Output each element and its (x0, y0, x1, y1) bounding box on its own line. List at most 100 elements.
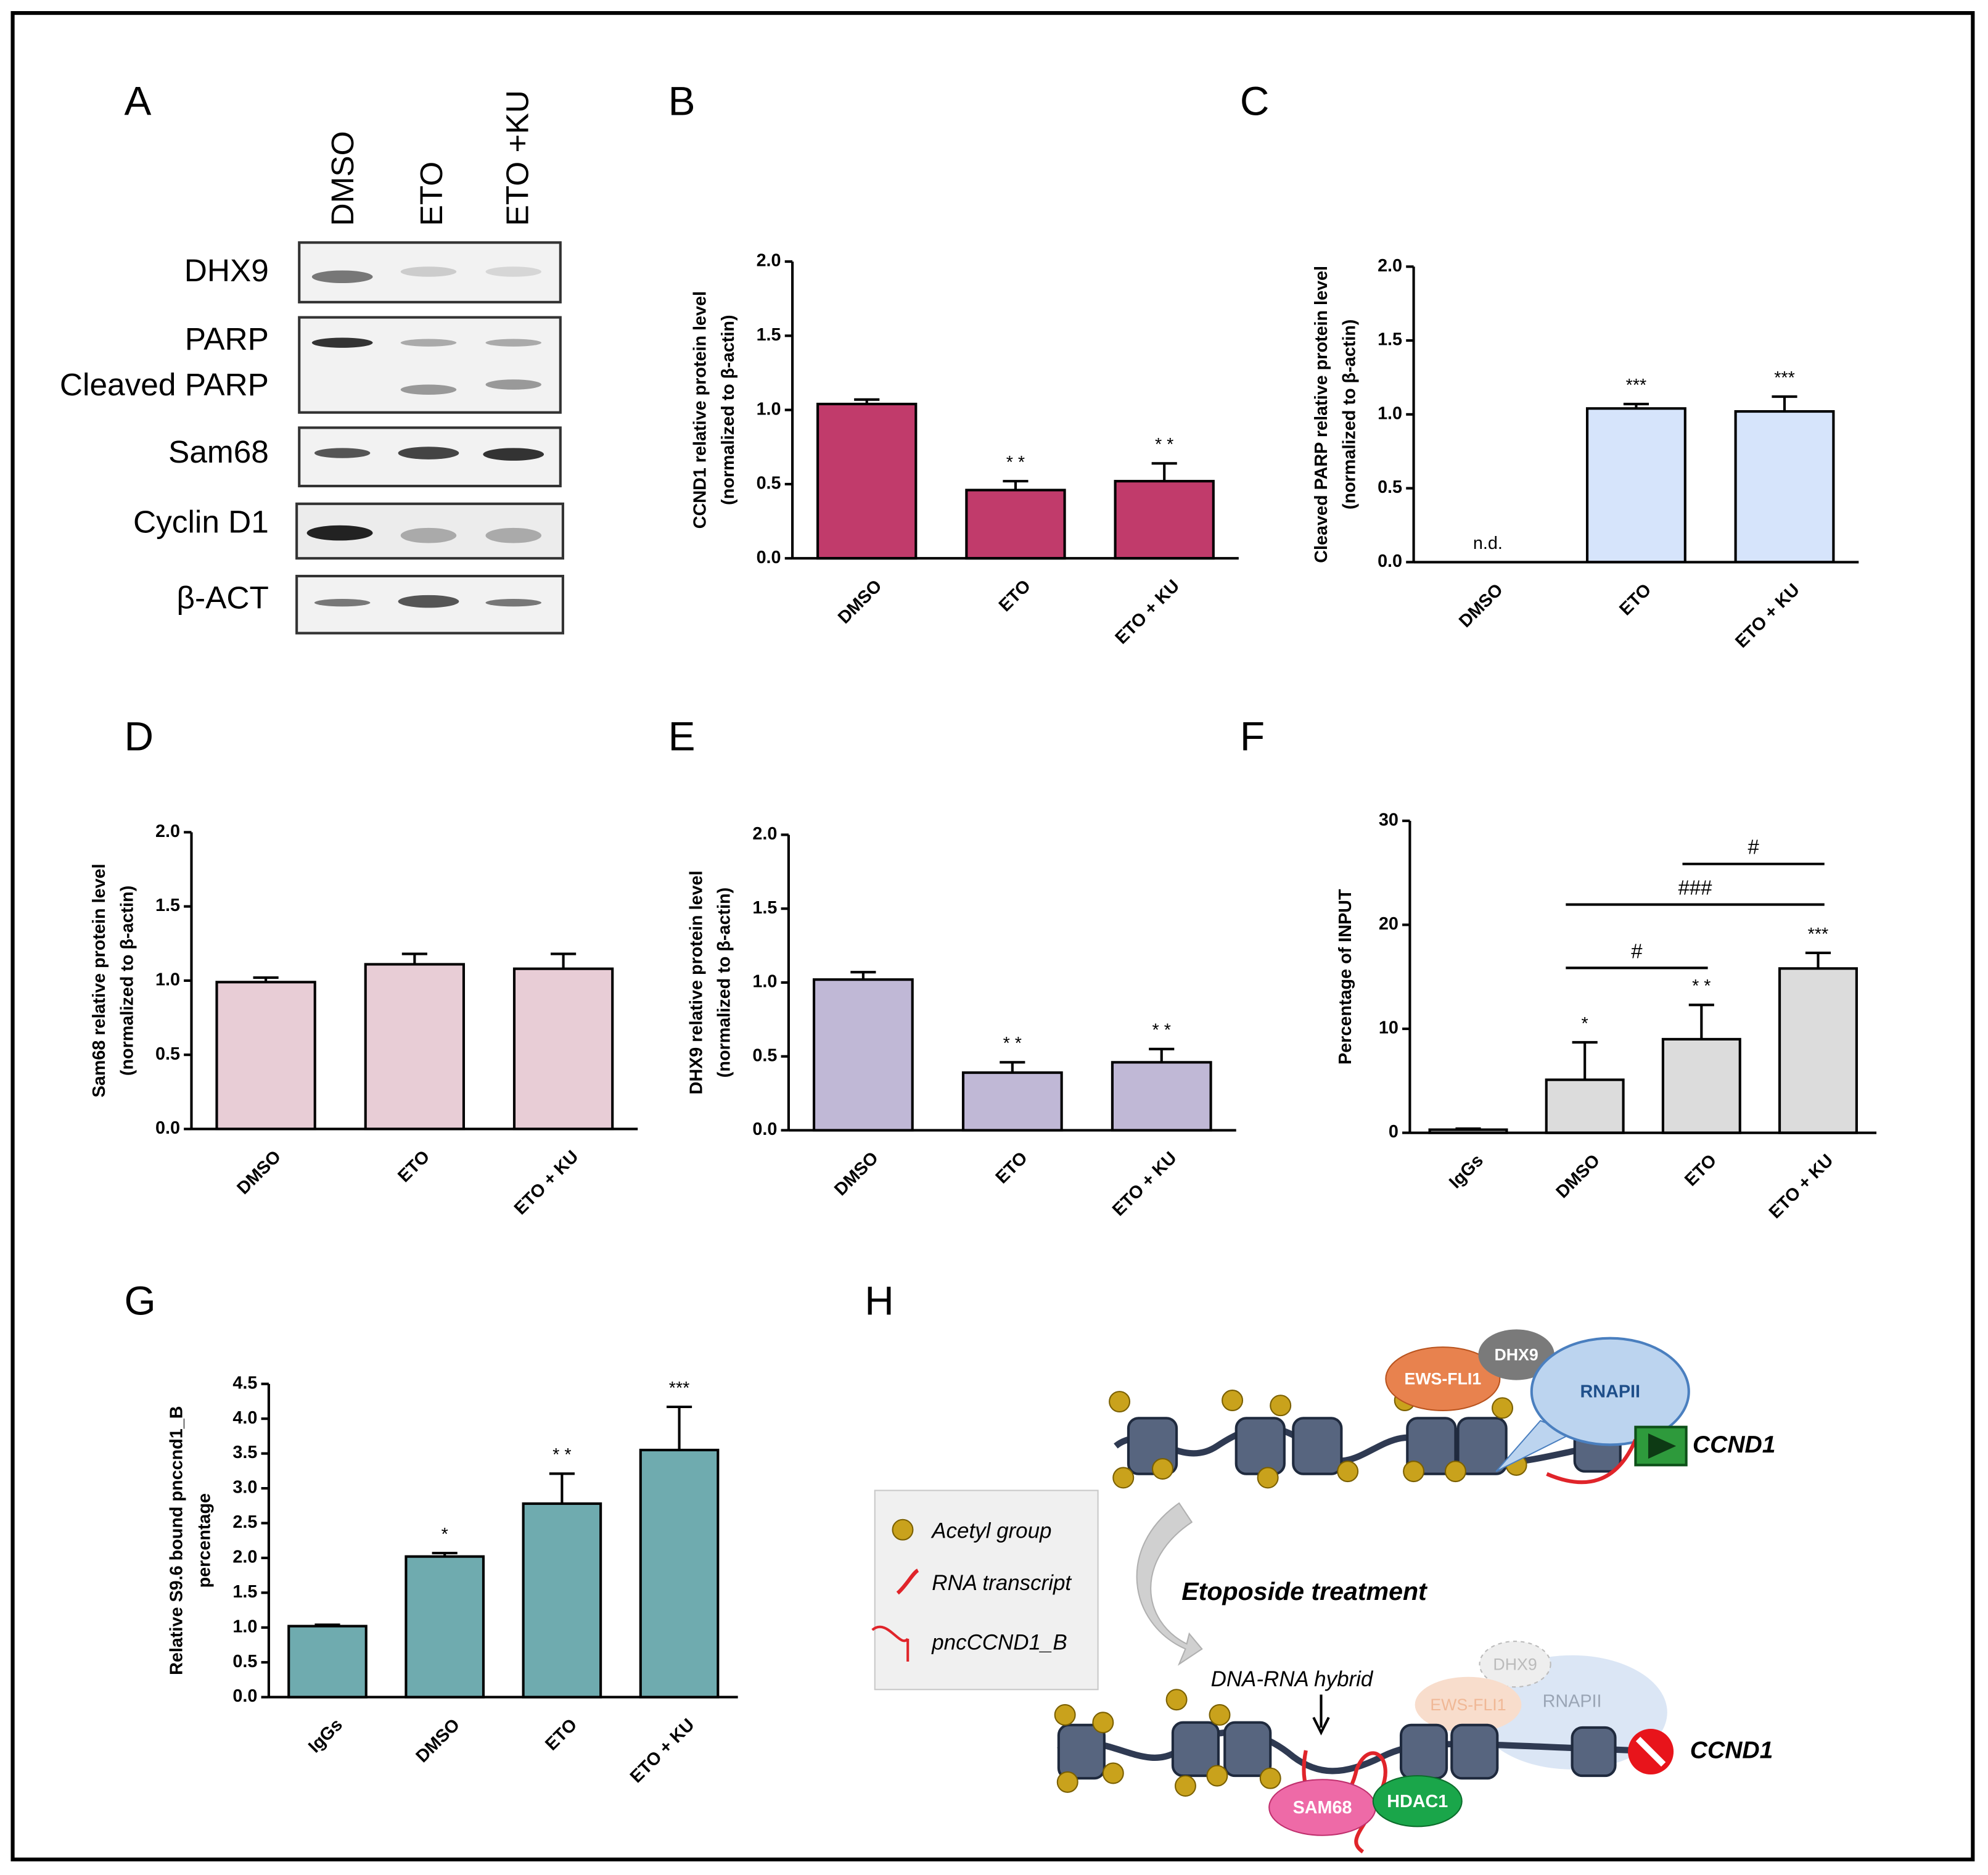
nucleosome (1406, 1417, 1457, 1475)
nucleosome (1057, 1723, 1106, 1780)
significance-label: * * (1006, 453, 1025, 472)
y-tick-label: 0.0 (232, 1686, 257, 1706)
band (485, 266, 541, 277)
panel-letter: F (1240, 714, 1265, 759)
y-tick-label: 0.5 (232, 1652, 257, 1671)
y-tick-label: 2.5 (232, 1512, 257, 1532)
hybrid-arrow (1312, 1694, 1330, 1736)
acetyl-group (1109, 1391, 1131, 1413)
y-tick-label: 1.0 (1378, 403, 1402, 423)
y-tick-label: 1.0 (757, 399, 781, 419)
y-tick-label: 1.0 (155, 970, 180, 990)
y-tick-label: 1.0 (752, 972, 777, 992)
band (400, 527, 457, 543)
ews-fli1-label: EWS-FLI1 (1405, 1370, 1482, 1388)
treatment-drug: Etoposide (1181, 1577, 1304, 1605)
y-tick-label: 1.5 (155, 896, 180, 915)
bar (816, 402, 918, 560)
y-tick-label: 2.0 (757, 251, 781, 271)
y-axis-label: (normalized to β-actin) (718, 315, 738, 505)
panel-letter: B (668, 78, 696, 124)
y-tick-label: 0.0 (757, 548, 781, 567)
panel-letter: H (865, 1278, 894, 1324)
acetyl-group (1056, 1771, 1078, 1793)
legend-acetyl (892, 1519, 914, 1541)
bar (1661, 1037, 1741, 1134)
legend-pnc (871, 1625, 910, 1662)
row-label: PARP (185, 321, 269, 356)
row-label: β-ACT (176, 580, 268, 616)
bar (1734, 410, 1835, 564)
y-tick-label: 30 (1379, 810, 1399, 830)
nucleosome (1234, 1417, 1286, 1475)
treatment-label: Etoposide treatment (1181, 1577, 1428, 1605)
bar (1585, 407, 1686, 564)
bar (812, 978, 914, 1132)
acetyl-group (1209, 1704, 1231, 1726)
y-axis-label: percentage (195, 1493, 215, 1588)
significance-label: *** (669, 1378, 690, 1398)
acetyl-group (1165, 1689, 1188, 1711)
y-tick-label: 0.0 (752, 1119, 777, 1139)
lane-label: ETO +KU (499, 90, 535, 226)
western-blot (295, 241, 564, 635)
y-axis-label: Relative S9.6 bound pnccnd1_B (166, 1406, 186, 1675)
y-axis-label: (normalized to β-actin) (715, 888, 734, 1078)
acetyl-group (1092, 1712, 1114, 1734)
acetyl-group (1444, 1461, 1466, 1483)
comparison-label: # (1631, 939, 1643, 962)
acetyl-group (1259, 1767, 1281, 1789)
comparison-label: # (1748, 836, 1759, 859)
promoter-arrow (1648, 1433, 1677, 1459)
significance-label: *** (1808, 925, 1829, 944)
y-tick-label: 3.0 (232, 1478, 257, 1498)
significance-label: * (1582, 1014, 1588, 1034)
band (485, 599, 541, 607)
row-label: Cyclin D1 (133, 503, 269, 539)
bar (1545, 1078, 1625, 1134)
nucleosome (1171, 1721, 1220, 1778)
y-tick-label: 2.0 (1378, 256, 1402, 276)
hdac1-protein (1372, 1775, 1463, 1828)
bar (961, 1071, 1063, 1132)
y-axis-label: CCND1 relative protein level (691, 291, 710, 529)
y-tick-label: 10 (1379, 1018, 1399, 1038)
acetyl-group (1206, 1765, 1228, 1787)
significance-label: * * (1692, 976, 1711, 996)
y-tick-label: 2.0 (155, 822, 180, 841)
bar (639, 1448, 720, 1699)
bar (405, 1555, 485, 1699)
y-axis-label: (normalized to β-actin) (117, 886, 137, 1076)
y-tick-label: 1.5 (232, 1582, 257, 1602)
y-axis-label: Percentage of INPUT (1336, 889, 1355, 1065)
y-tick-label: 20 (1379, 914, 1399, 934)
band (306, 525, 373, 541)
y-tick-label: 2.0 (232, 1547, 257, 1567)
y-axis-label: DHX9 relative protein level (686, 871, 706, 1095)
dhx9-protein (1478, 1329, 1555, 1380)
panel-letter: E (668, 714, 696, 759)
ews-fli1-protein (1385, 1346, 1501, 1411)
band (485, 527, 541, 543)
band (485, 339, 541, 347)
y-tick-label: 0.0 (155, 1118, 180, 1138)
y-tick-label: 0 (1389, 1122, 1399, 1142)
legend-rna (896, 1568, 919, 1595)
bar (287, 1625, 368, 1699)
acetyl-group (1492, 1397, 1513, 1419)
panel-letter: C (1240, 78, 1270, 124)
row-label: DHX9 (184, 252, 269, 288)
band (400, 339, 457, 347)
nucleosome (1450, 1723, 1499, 1780)
y-tick-label: 0.0 (1378, 551, 1402, 571)
acetyl-group (1337, 1461, 1359, 1483)
y-tick-label: 1.5 (757, 325, 781, 345)
treatment-word: treatment (1304, 1577, 1428, 1605)
significance-label: * * (1155, 435, 1173, 455)
bar (1114, 480, 1215, 560)
hdac1-label: HDAC1 (1387, 1792, 1448, 1811)
y-tick-label: 0.5 (757, 474, 781, 493)
acetyl-group (1112, 1467, 1135, 1489)
bar (965, 488, 1066, 560)
